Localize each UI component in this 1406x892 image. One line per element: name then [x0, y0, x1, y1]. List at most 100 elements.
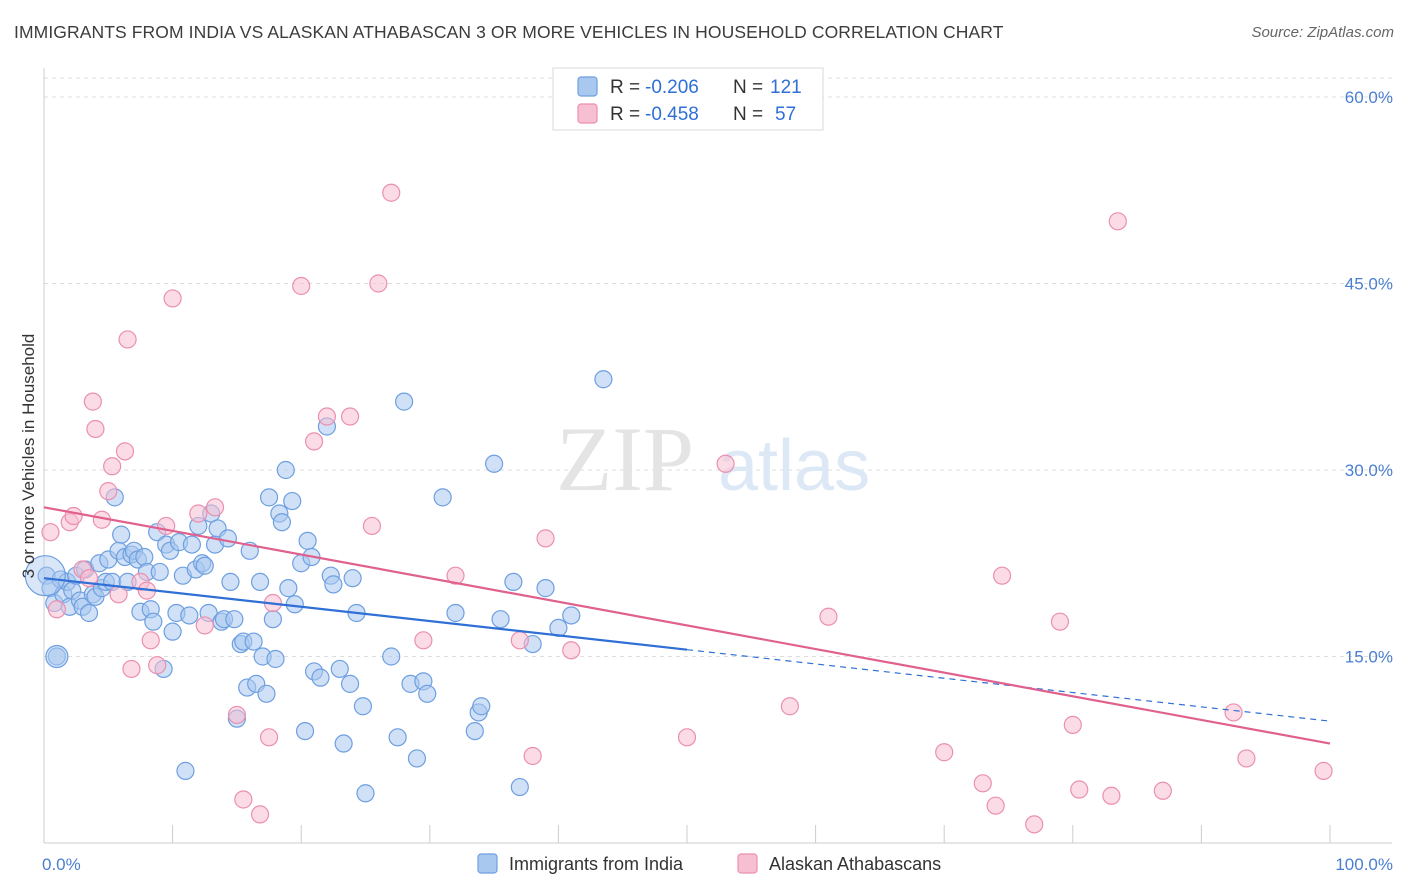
- india-point: [330, 659, 349, 679]
- india-point: [491, 610, 510, 629]
- x-tick-label: 0.0%: [42, 855, 81, 874]
- athabascan-point: [250, 805, 270, 824]
- athabascan-point: [259, 728, 279, 747]
- india-point: [485, 454, 504, 473]
- athabascan-point: [382, 183, 401, 202]
- athabascan-point: [1102, 786, 1121, 805]
- athabascan-point: [103, 457, 122, 476]
- legend-n-value-india: 121: [770, 77, 802, 98]
- athabascan-point: [141, 631, 160, 650]
- athabascan-point: [189, 504, 208, 523]
- bottom-legend-swatch-athabascan: [737, 853, 758, 874]
- trend-line-athabascan: [43, 506, 1331, 745]
- athabascan-point: [819, 607, 838, 626]
- athabascan-point: [1314, 761, 1333, 780]
- y-tick-label: 45.0%: [1345, 275, 1393, 294]
- athabascan-point: [99, 482, 118, 501]
- india-point: [536, 579, 555, 598]
- athabascan-point: [317, 407, 337, 426]
- y-tick-label: 60.0%: [1345, 88, 1393, 107]
- y-axis-label: 3 or more Vehicles in Household: [19, 334, 38, 579]
- athabascan-point: [1025, 815, 1044, 834]
- athabascan-point: [973, 774, 992, 793]
- athabascan-point: [227, 705, 246, 725]
- india-point: [433, 488, 452, 507]
- athabascan-point: [446, 566, 465, 585]
- india-point: [340, 674, 360, 693]
- india-point: [472, 697, 491, 716]
- india-point: [279, 579, 298, 598]
- athabascan-point: [115, 442, 135, 461]
- legend-swatch-india: [577, 76, 598, 97]
- athabascan-point: [369, 274, 388, 293]
- chart-title: IMMIGRANTS FROM INDIA VS ALASKAN ATHABAS…: [14, 22, 1004, 42]
- athabascan-point: [716, 454, 735, 473]
- india-point: [45, 644, 69, 669]
- legend-box: [552, 67, 824, 131]
- athabascan-point: [163, 289, 182, 308]
- athabascan-point: [1050, 612, 1070, 631]
- legend-swatch-athabascan: [577, 103, 598, 124]
- athabascan-point: [122, 659, 141, 679]
- athabascan-point: [148, 656, 167, 675]
- legend-r-value-india: -0.206: [645, 77, 699, 98]
- athabascan-point: [47, 600, 66, 619]
- india-point: [504, 572, 523, 592]
- y-tick-label: 30.0%: [1345, 461, 1393, 480]
- watermark: ZIP atlas: [556, 408, 870, 510]
- athabascan-point: [86, 419, 105, 439]
- india-point: [343, 569, 362, 588]
- athabascan-point: [1070, 780, 1089, 799]
- ticks-layer: 15.0% 30.0% 45.0% 60.0% 0.0% 100.0%: [42, 88, 1393, 874]
- india-point: [135, 547, 154, 567]
- india-point: [382, 647, 401, 666]
- bottom-legend-label-athabascan: Alaskan Athabascans: [769, 854, 941, 874]
- india-point: [221, 572, 240, 592]
- legend: R = -0.206 N = 121 R = -0.458 N = 57: [552, 67, 824, 131]
- trend-layer: [43, 506, 1331, 745]
- legend-r-label-india: R =: [610, 77, 640, 98]
- athabascan-point: [362, 516, 382, 536]
- india-point: [276, 460, 295, 480]
- india-point: [394, 392, 414, 411]
- legend-r-value-athabascan: -0.458: [645, 104, 699, 125]
- athabascan-point: [523, 746, 542, 766]
- india-point: [295, 721, 315, 741]
- india-point: [257, 684, 276, 703]
- india-point: [150, 562, 169, 582]
- bottom-legend: Immigrants from India Alaskan Athabascan…: [477, 853, 941, 874]
- athabascan-point: [340, 407, 360, 426]
- athabascan-point: [536, 529, 555, 548]
- athabascan-point: [109, 585, 128, 604]
- india-point: [112, 525, 131, 544]
- athabascan-point: [304, 432, 324, 451]
- india-point: [407, 749, 427, 768]
- athabascan-point: [562, 641, 581, 660]
- india-point: [250, 572, 270, 592]
- legend-r-label-athabascan: R =: [610, 104, 640, 125]
- trend-line-india: [43, 577, 688, 651]
- india-point: [176, 761, 195, 780]
- india-point: [388, 728, 407, 747]
- athabascan-point: [64, 506, 83, 526]
- india-point: [324, 575, 343, 594]
- india-point: [263, 610, 283, 629]
- athabascan-point: [41, 523, 60, 542]
- athabascan-point: [414, 631, 433, 650]
- india-point: [356, 784, 375, 803]
- india-point: [446, 603, 465, 623]
- legend-n-label-athabascan: N =: [733, 104, 763, 125]
- athabascan-point: [992, 566, 1012, 585]
- india-point: [510, 777, 529, 797]
- x-tick-label: 100.0%: [1335, 855, 1393, 874]
- india-point: [266, 649, 285, 669]
- athabascan-point: [677, 728, 697, 747]
- athabascan-point: [234, 790, 253, 809]
- legend-n-label-india: N =: [733, 77, 763, 98]
- india-point: [311, 668, 330, 687]
- athabascan-point: [1153, 781, 1172, 800]
- athabascan-point: [118, 330, 137, 349]
- legend-n-value-athabascan: 57: [775, 104, 796, 125]
- india-point: [418, 684, 437, 703]
